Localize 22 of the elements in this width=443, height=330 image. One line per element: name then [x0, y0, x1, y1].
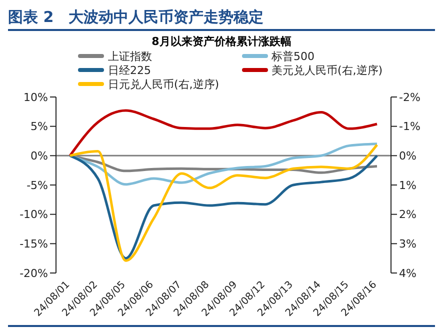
- chart-subtitle: 8月以来资产价格累计涨跌幅: [150, 34, 292, 49]
- y-tick-label: 5%: [30, 120, 48, 134]
- y-tick-label: 0%: [30, 150, 48, 163]
- y-tick-label: 10%: [24, 90, 48, 104]
- y2-tick-label: -2%: [399, 90, 420, 104]
- legend-label: 标普500: [272, 48, 314, 64]
- y-tick-label: -10%: [20, 208, 48, 222]
- y2-tick-label: 4%: [399, 266, 416, 280]
- legend-label: 上证指数: [108, 48, 152, 64]
- line-series: [68, 109, 378, 157]
- chart-title: 图表 2 大波动中人民币资产走势稳定: [8, 8, 435, 31]
- y-tick-label: -5%: [26, 178, 48, 192]
- legend-label: 日元兑人民币(右,逆序): [108, 76, 220, 92]
- legend-label: 日经225: [108, 62, 151, 78]
- y2-tick-label: -1%: [399, 120, 420, 134]
- y-tick-label: -15%: [20, 238, 48, 251]
- y-tick-label: -20%: [20, 266, 48, 280]
- legend-label: 美元兑人民币(右,逆序): [272, 62, 383, 78]
- y2-tick-label: 1%: [399, 178, 416, 192]
- y2-tick-label: 3%: [399, 238, 416, 251]
- y2-tick-label: 0%: [399, 150, 416, 163]
- y2-tick-label: 2%: [399, 208, 416, 222]
